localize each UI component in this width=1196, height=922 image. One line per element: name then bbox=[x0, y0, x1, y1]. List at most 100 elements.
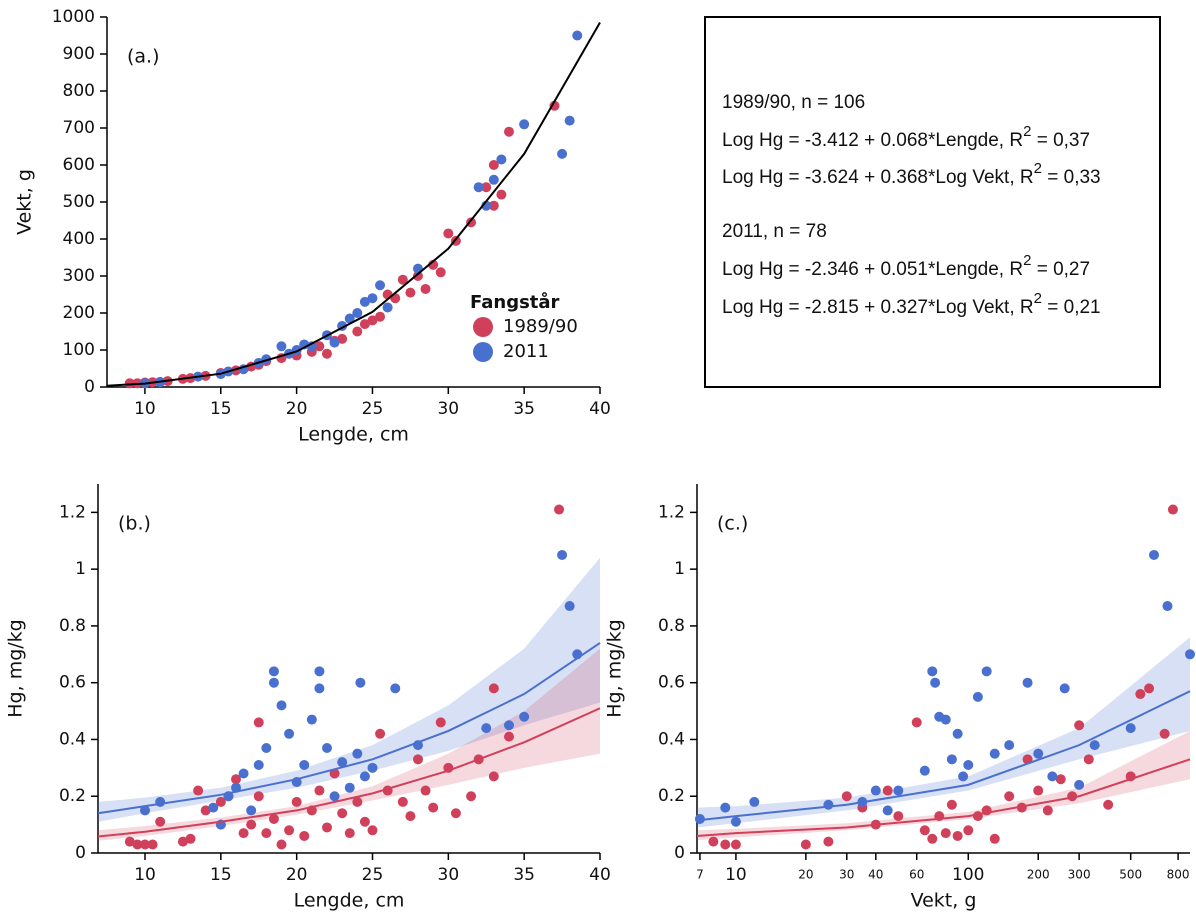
data-point bbox=[1042, 805, 1053, 816]
data-point bbox=[253, 791, 264, 802]
superscript: 2 bbox=[1023, 252, 1031, 269]
data-point bbox=[481, 723, 492, 734]
data-point bbox=[940, 714, 951, 725]
data-point bbox=[1047, 771, 1058, 782]
y-axis-title: Hg, mg/kg bbox=[604, 619, 626, 717]
confidence-band bbox=[98, 557, 600, 822]
x-tick-label: 25 bbox=[362, 865, 384, 885]
data-point bbox=[1004, 791, 1015, 802]
x-tick-label: 30 bbox=[437, 399, 459, 419]
data-point bbox=[1074, 720, 1085, 731]
equation-text: Log Hg = -2.346 + 0.051*Lengde, R bbox=[722, 259, 1023, 280]
confidence-band bbox=[98, 648, 600, 841]
x-tick-label: 300 bbox=[1068, 868, 1091, 882]
data-point bbox=[124, 378, 135, 389]
data-point bbox=[322, 822, 333, 833]
data-point bbox=[823, 799, 834, 810]
data-point bbox=[314, 683, 325, 694]
data-point bbox=[989, 833, 1000, 844]
data-point bbox=[572, 30, 583, 41]
y-tick-label: 1000 bbox=[52, 7, 95, 27]
x-tick-label: 500 bbox=[1119, 868, 1142, 882]
data-point bbox=[306, 714, 317, 725]
y-tick-label: 0.6 bbox=[59, 673, 86, 693]
equation-tail: = 0,37 bbox=[1031, 130, 1090, 151]
data-point bbox=[284, 728, 295, 739]
data-point bbox=[450, 808, 461, 819]
data-point bbox=[1089, 740, 1100, 751]
y-tick-label: 800 bbox=[63, 81, 95, 101]
x-axis-title: Vekt, g bbox=[911, 890, 977, 912]
x-tick-label: 100 bbox=[952, 865, 984, 885]
data-point bbox=[367, 293, 378, 304]
data-point bbox=[800, 839, 811, 850]
data-point bbox=[276, 700, 287, 711]
equation-tail: = 0,21 bbox=[1042, 297, 1101, 318]
data-point bbox=[1162, 601, 1173, 612]
equation-text: Log Hg = -3.624 + 0.368*Log Vekt, R bbox=[722, 167, 1034, 188]
data-point bbox=[946, 799, 957, 810]
data-point bbox=[749, 796, 760, 807]
equation-text: Log Hg = -2.815 + 0.327*Log Vekt, R bbox=[722, 297, 1034, 318]
data-point bbox=[390, 683, 401, 694]
data-point bbox=[140, 839, 151, 850]
data-point bbox=[246, 819, 257, 830]
data-point bbox=[253, 760, 264, 771]
data-point bbox=[321, 348, 332, 359]
equation-line: Log Hg = -3.412 + 0.068*Lengde, R2 = 0,3… bbox=[722, 123, 1090, 151]
y-tick-label: 1.2 bbox=[59, 502, 86, 522]
data-point bbox=[1159, 728, 1170, 739]
data-point bbox=[337, 333, 348, 344]
data-point bbox=[930, 677, 941, 688]
data-point bbox=[1149, 549, 1160, 560]
data-point bbox=[359, 816, 370, 827]
data-point bbox=[299, 760, 310, 771]
data-point bbox=[124, 836, 135, 847]
data-point bbox=[147, 839, 158, 850]
data-point bbox=[420, 785, 431, 796]
data-point bbox=[185, 833, 196, 844]
y-tick-label: 0 bbox=[84, 377, 95, 397]
superscript: 2 bbox=[1034, 290, 1042, 307]
superscript: 2 bbox=[1034, 160, 1042, 177]
x-tick-label: 200 bbox=[1027, 868, 1050, 882]
equation-line: 1989/90, n = 106 bbox=[722, 92, 865, 113]
y-tick-label: 0.4 bbox=[658, 729, 685, 749]
data-point bbox=[466, 791, 477, 802]
equation-line: Log Hg = -2.346 + 0.051*Lengde, R2 = 0,2… bbox=[722, 252, 1090, 280]
data-point bbox=[352, 308, 363, 318]
equation-tail: = 0,33 bbox=[1042, 167, 1101, 188]
y-tick-label: 0.6 bbox=[658, 673, 685, 693]
data-point bbox=[314, 341, 325, 352]
y-tick-label: 1 bbox=[674, 559, 685, 579]
x-tick-label: 20 bbox=[286, 399, 308, 419]
data-point bbox=[504, 731, 515, 742]
data-point bbox=[329, 768, 340, 779]
data-point bbox=[720, 802, 731, 813]
data-point bbox=[989, 748, 1000, 759]
superscript: 2 bbox=[1023, 123, 1031, 140]
x-axis-title: Lengde, cm bbox=[294, 890, 405, 912]
fit-line bbox=[97, 707, 601, 838]
data-point bbox=[882, 785, 893, 796]
data-point bbox=[564, 115, 575, 126]
data-point bbox=[367, 315, 378, 326]
y-tick-label: 200 bbox=[63, 303, 95, 323]
data-point bbox=[344, 782, 355, 793]
data-point bbox=[375, 728, 386, 739]
data-point bbox=[1083, 754, 1094, 765]
data-point bbox=[177, 836, 188, 847]
data-point bbox=[1167, 504, 1178, 515]
data-point bbox=[435, 717, 446, 728]
data-point bbox=[1103, 799, 1114, 810]
data-point bbox=[1144, 683, 1155, 694]
data-point bbox=[359, 296, 370, 307]
fit-line bbox=[106, 22, 601, 387]
x-tick-label: 30 bbox=[839, 868, 854, 882]
data-point bbox=[382, 302, 393, 313]
y-tick-label: 300 bbox=[63, 266, 95, 286]
data-point bbox=[694, 813, 705, 824]
data-point bbox=[367, 825, 378, 836]
data-point bbox=[329, 791, 340, 802]
